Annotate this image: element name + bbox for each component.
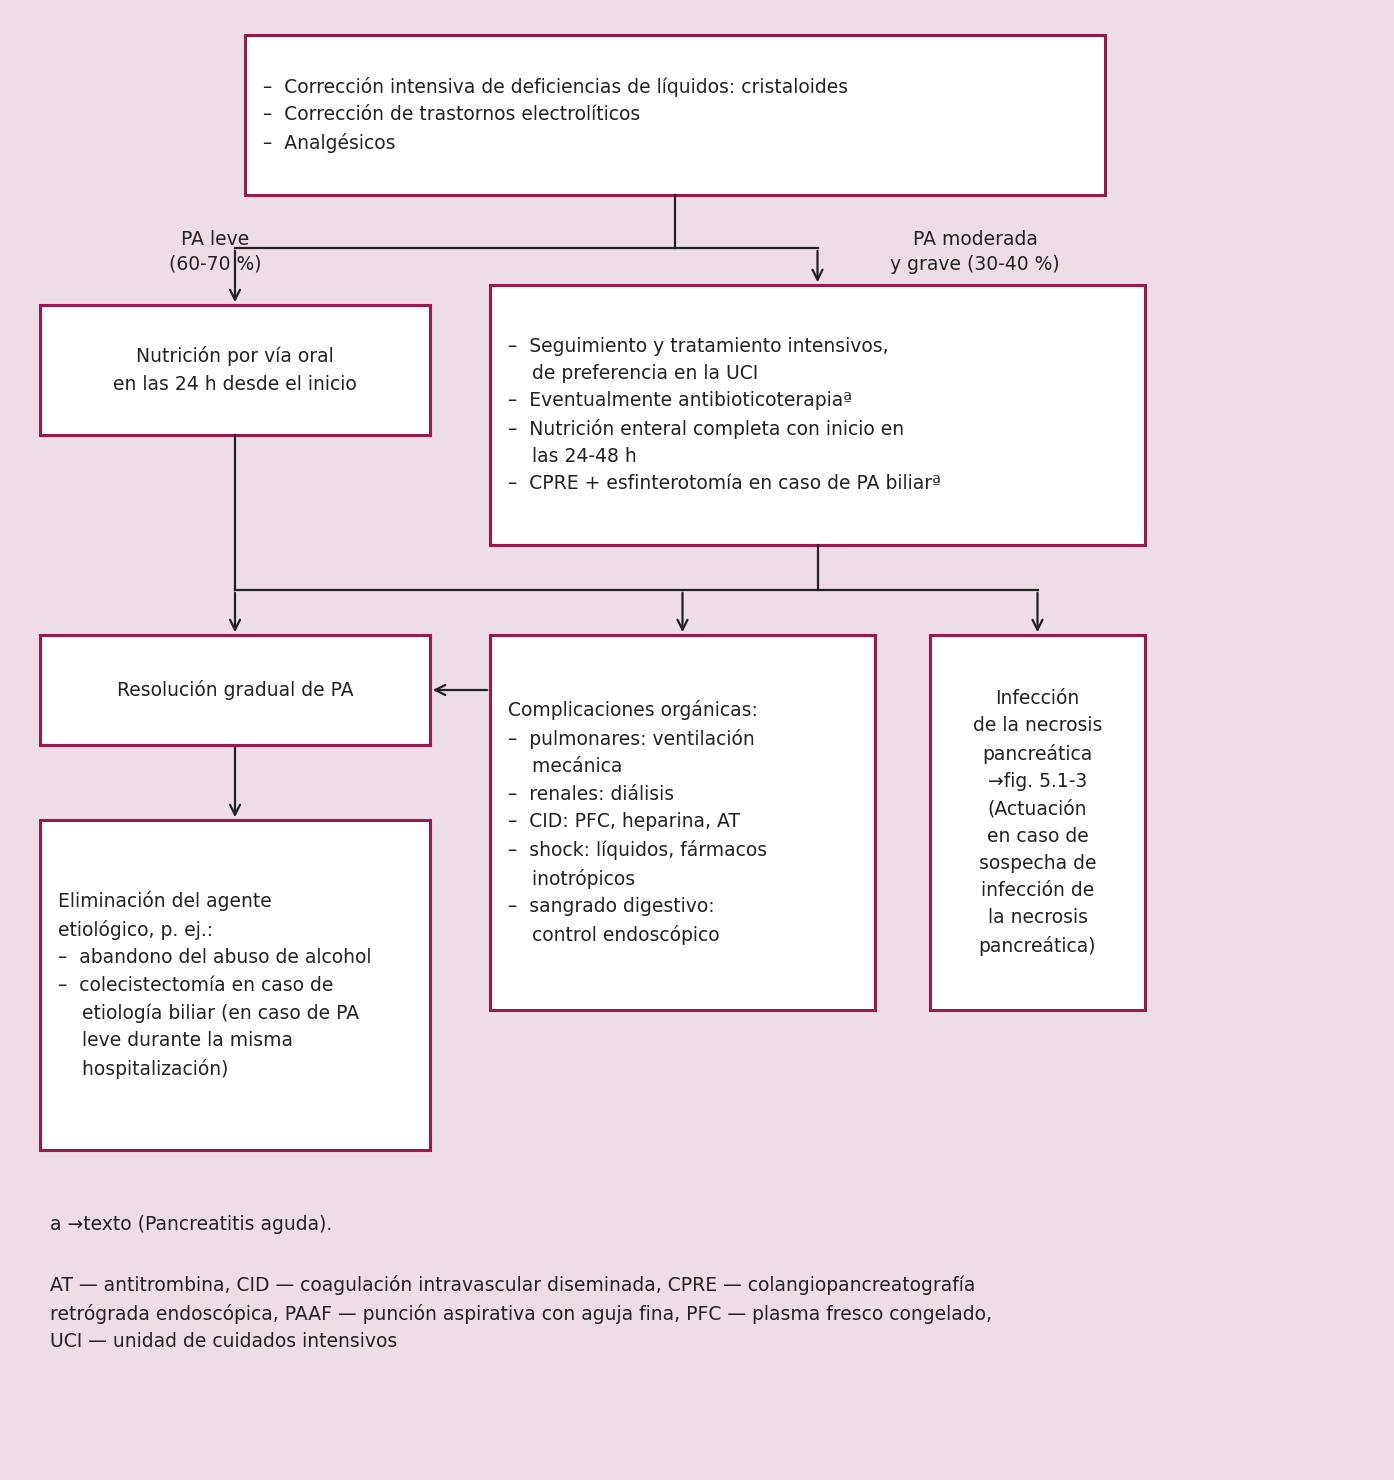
Text: Eliminación del agente
etiológico, p. ej.:
–  abandono del abuso de alcohol
–  c: Eliminación del agente etiológico, p. ej… <box>59 891 371 1079</box>
Bar <box>930 635 1144 1009</box>
Text: Nutrición por vía oral
en las 24 h desde el inicio: Nutrición por vía oral en las 24 h desde… <box>113 346 357 394</box>
Text: –  Seguimiento y tratamiento intensivos,
    de preferencia en la UCI
–  Eventua: – Seguimiento y tratamiento intensivos, … <box>507 336 941 493</box>
Bar <box>245 36 1105 195</box>
Text: –  Corrección intensiva de deficiencias de líquidos: cristaloides
–  Corrección : – Corrección intensiva de deficiencias d… <box>263 77 848 152</box>
Bar <box>40 635 429 744</box>
Text: Infección
de la necrosis
pancreática
→fig. 5.1-3
(Actuación
en caso de
sospecha : Infección de la necrosis pancreática →fi… <box>973 688 1103 956</box>
Bar <box>491 635 875 1009</box>
Text: Complicaciones orgánicas:
–  pulmonares: ventilación
    mecánica
–  renales: di: Complicaciones orgánicas: – pulmonares: … <box>507 700 767 944</box>
Bar <box>491 286 1144 545</box>
Text: AT — antitrombina, CID — coagulación intravascular diseminada, CPRE — colangiopa: AT — antitrombina, CID — coagulación int… <box>50 1274 993 1351</box>
Text: PA leve
(60-70 %): PA leve (60-70 %) <box>169 229 261 274</box>
Bar <box>40 305 429 435</box>
Text: PA moderada
y grave (30-40 %): PA moderada y grave (30-40 %) <box>891 229 1059 274</box>
Text: Resolución gradual de PA: Resolución gradual de PA <box>117 679 353 700</box>
Text: a →texto (Pancreatitis aguda).: a →texto (Pancreatitis aguda). <box>50 1215 332 1234</box>
Bar <box>40 820 429 1150</box>
